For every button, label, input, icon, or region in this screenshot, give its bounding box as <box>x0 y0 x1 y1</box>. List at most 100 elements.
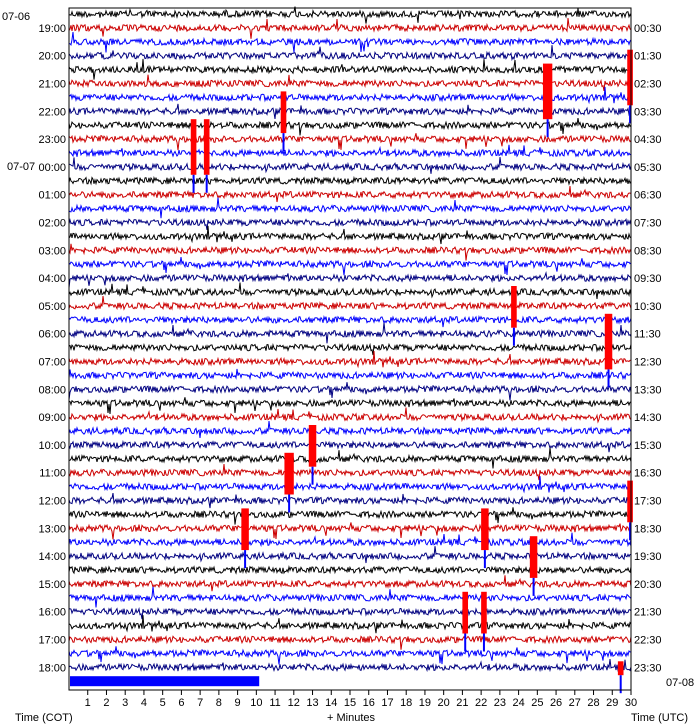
x-tick-label: 3 <box>122 697 128 709</box>
trace-line <box>68 575 632 592</box>
partial-trace-band <box>70 676 260 687</box>
left-hour-label: 18:00 <box>38 662 66 674</box>
x-tick-label: 2 <box>103 697 109 709</box>
trace-line <box>68 634 632 650</box>
trace-line <box>68 217 632 230</box>
trace-line <box>68 103 632 119</box>
trace-line <box>68 225 632 245</box>
x-tick-label: 21 <box>456 697 468 709</box>
event-clip <box>481 591 487 634</box>
left-hour-label: 22:00 <box>38 106 66 118</box>
start-date-label: 07-06 <box>2 11 30 23</box>
left-axis-label: Time (COT) <box>15 712 73 724</box>
trace-line <box>68 507 632 525</box>
trace-line <box>68 17 632 39</box>
left-hour-label: 07:00 <box>38 357 66 369</box>
trace-line <box>68 439 632 453</box>
x-tick-label: 18 <box>400 697 412 709</box>
trace-line <box>68 144 632 158</box>
event-clip <box>617 661 624 676</box>
left-hour-label: 01:00 <box>38 190 66 202</box>
trace-line <box>68 522 632 540</box>
x-tick-label: 26 <box>550 697 562 709</box>
event-clip <box>511 286 517 328</box>
x-tick-label: 23 <box>494 697 506 709</box>
right-hour-label: 18:30 <box>634 523 662 535</box>
trace-line <box>68 350 632 370</box>
trace-line <box>68 257 632 276</box>
x-tick-label: 25 <box>531 697 543 709</box>
right-hour-label: 21:30 <box>634 607 662 619</box>
right-hour-label: 07:30 <box>634 218 662 230</box>
trace-line <box>68 397 632 414</box>
right-hour-label: 03:30 <box>634 106 662 118</box>
left-hour-label: 05:00 <box>38 301 66 313</box>
right-hour-label: 08:30 <box>634 245 662 257</box>
trace-line <box>68 342 632 356</box>
x-axis-ticks: 1 2 3 4 5 6 7 8 9 10 11 12 13 14 15 16 17 18 19 20 21 22 23 24 2… <box>85 690 637 709</box>
trace-line <box>68 493 632 509</box>
x-tick-label: 17 <box>381 697 393 709</box>
trace-line <box>68 407 632 424</box>
event-clip <box>280 91 287 134</box>
x-tick-label: 6 <box>178 697 184 709</box>
trace-line <box>68 615 632 634</box>
x-tick-label: 22 <box>475 697 487 709</box>
trace-line <box>68 6 632 24</box>
right-hour-label: 02:30 <box>634 79 662 91</box>
left-hour-label: 03:00 <box>38 245 66 257</box>
trace-line <box>68 382 632 401</box>
trace-line <box>68 322 632 344</box>
left-hour-label: 23:00 <box>38 134 66 146</box>
trace-line <box>68 243 632 261</box>
right-hour-label: 05:30 <box>634 162 662 174</box>
right-hour-label: 23:30 <box>634 662 662 674</box>
next-day-label: 07-07 <box>7 161 35 173</box>
x-tick-label: 11 <box>269 697 280 709</box>
trace-line <box>68 156 632 174</box>
left-hour-label: 17:00 <box>38 635 66 647</box>
x-tick-label: 27 <box>569 697 581 709</box>
left-hour-label: 14:00 <box>38 551 66 563</box>
x-tick-label: 15 <box>344 697 356 709</box>
event-clip <box>241 508 249 551</box>
x-tick-label: 28 <box>587 697 599 709</box>
x-tick-label: 19 <box>419 697 431 709</box>
right-hour-label: 20:30 <box>634 579 662 591</box>
left-hour-label: 02:00 <box>38 218 66 230</box>
right-hour-label: 06:30 <box>634 190 662 202</box>
left-time-labels: 19:00 20:00 21:00 22:00 23:00 00:00 01:00 02:00… <box>38 23 66 674</box>
left-hour-label: 10:00 <box>38 440 66 452</box>
event-clip <box>203 119 210 175</box>
x-tick-label: 8 <box>216 697 222 709</box>
trace-line <box>68 659 632 673</box>
event-clip <box>481 508 489 551</box>
left-hour-label: 21:00 <box>38 79 66 91</box>
trace-line <box>68 464 632 481</box>
left-hour-label: 11:00 <box>39 468 66 480</box>
right-hour-label: 17:30 <box>634 496 662 508</box>
trace-line <box>68 546 632 564</box>
right-hour-label: 04:30 <box>634 134 662 146</box>
trace-line <box>68 314 632 328</box>
trace-line <box>68 86 632 105</box>
trace-line <box>68 118 632 136</box>
trace-line <box>68 133 632 151</box>
trace-line <box>68 58 632 80</box>
trace-line <box>68 532 632 548</box>
trace-line <box>68 447 632 469</box>
right-hour-label: 01:30 <box>634 51 662 63</box>
trace-line <box>68 368 632 381</box>
event-clip <box>529 536 538 578</box>
trace-line <box>68 606 632 620</box>
x-tick-label: 30 <box>625 697 637 709</box>
trace-line <box>68 295 632 311</box>
event-clip <box>627 480 633 523</box>
x-tick-label: 29 <box>606 697 618 709</box>
x-tick-label: 7 <box>197 697 203 709</box>
right-hour-label: 09:30 <box>634 273 662 285</box>
trace-line <box>68 74 632 91</box>
right-hour-label: 22:30 <box>634 635 662 647</box>
x-axis-label: + Minutes <box>327 712 375 724</box>
